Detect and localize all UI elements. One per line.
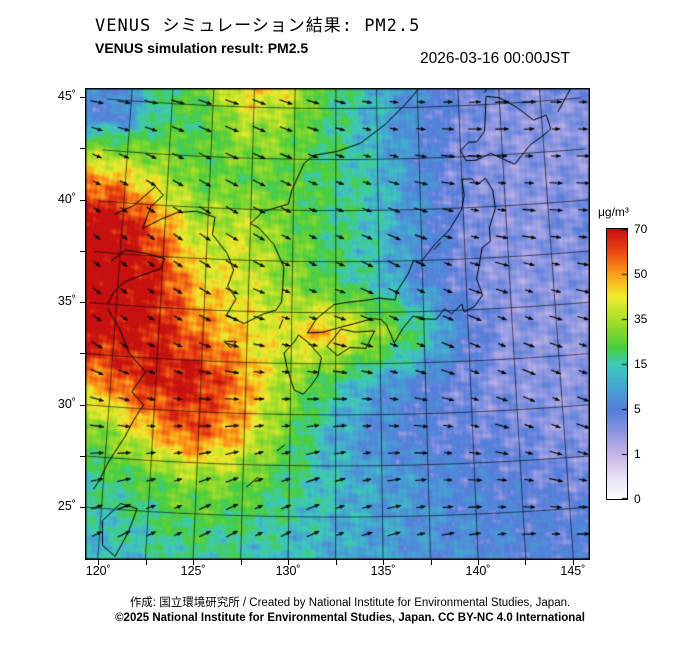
colorbar-tick-label: 15: [634, 357, 648, 371]
timestamp: 2026-03-16 00:00JST: [420, 50, 570, 67]
credit-line: 作成: 国立環境研究所 / Created by National Instit…: [129, 597, 571, 609]
lon-tick-label: 145˚: [560, 564, 586, 578]
lat-tick-label: 30˚: [57, 396, 76, 411]
lat-axis-tick: [80, 455, 85, 457]
lon-tick-label: 125˚: [180, 564, 206, 578]
colorbar-tick-label: 1: [634, 447, 641, 461]
map-region: [85, 88, 590, 560]
colorbar-tick-label: 50: [634, 267, 648, 281]
lon-axis-tick: [335, 560, 337, 565]
colorbar-tick-label: 5: [634, 402, 641, 416]
lat-axis-tick: [80, 148, 85, 150]
lat-axis-tick: [80, 353, 85, 355]
page-title-english: VENUS simulation result: PM2.5: [95, 40, 309, 56]
colorbar-unit-label: μg/m³: [598, 205, 629, 219]
colorbar: μg/m³ 70 50 35 15 5 1 0: [596, 205, 686, 506]
lat-tick-label: 25˚: [57, 499, 76, 514]
lat-axis-tick: [80, 404, 85, 406]
colorbar-tick-label: 0: [634, 492, 641, 506]
lat-axis-tick: [80, 199, 85, 201]
lat-tick-label: 45˚: [57, 89, 76, 104]
lon-axis-tick: [193, 560, 195, 565]
lon-axis-tick: [430, 560, 432, 565]
lon-tick-label: 130˚: [275, 564, 301, 578]
lat-axis-tick: [80, 302, 85, 304]
lon-tick-label: 135˚: [370, 564, 396, 578]
lon-axis-tick: [288, 560, 290, 565]
lat-axis-tick: [80, 507, 85, 509]
lon-axis-tick: [98, 560, 100, 565]
lat-tick-label: 35˚: [57, 294, 76, 309]
lon-axis-tick: [383, 560, 385, 565]
colorbar-tick-label: 35: [634, 312, 648, 326]
lon-tick-label: 140˚: [465, 564, 491, 578]
lat-axis-tick: [80, 250, 85, 252]
colorbar-tick-label: 70: [634, 222, 648, 236]
pm25-heatmap-canvas: [85, 88, 590, 560]
lon-axis-tick: [572, 560, 574, 565]
lon-tick-label: 120˚: [85, 564, 111, 578]
lon-axis-tick: [145, 560, 147, 565]
lon-axis-tick: [525, 560, 527, 565]
lat-axis-tick: [80, 97, 85, 99]
lat-tick-label: 40˚: [57, 191, 76, 206]
colorbar-gradient: [606, 228, 628, 500]
license-line: ©2025 National Institute for Environment…: [115, 612, 585, 624]
lon-axis-tick: [240, 560, 242, 565]
page-title-japanese: VENUS シミュレーション結果: PM2.5: [95, 16, 421, 36]
lon-axis-tick: [478, 560, 480, 565]
